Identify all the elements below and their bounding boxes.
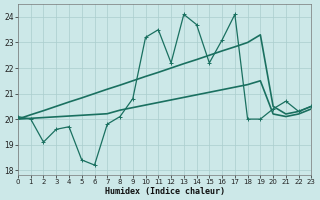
X-axis label: Humidex (Indice chaleur): Humidex (Indice chaleur) (105, 187, 225, 196)
